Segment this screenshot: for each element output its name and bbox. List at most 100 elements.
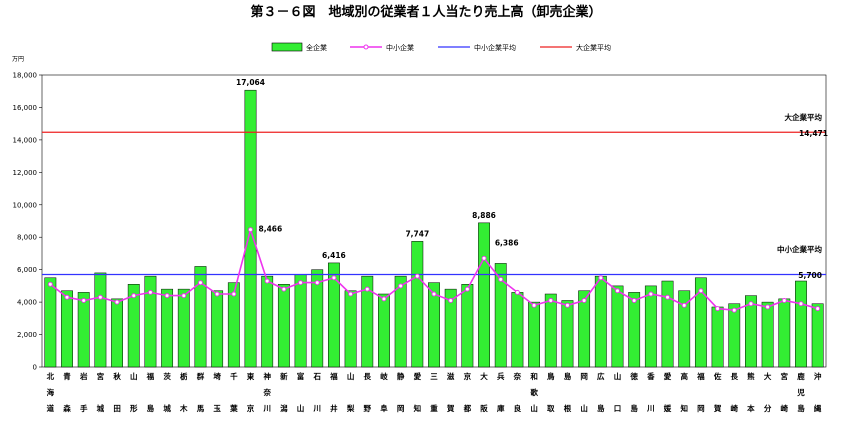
bar-45 [795, 280, 807, 368]
category-char: 高 [680, 371, 688, 381]
y-tick-label: 8,000 [17, 234, 37, 242]
category-char: 城 [97, 403, 105, 413]
category-char: 鹿 [797, 371, 805, 381]
bar-4 [111, 298, 123, 368]
category-label-9: 群馬 [196, 371, 205, 413]
category-label-45: 鹿児島 [796, 371, 805, 413]
data-label-bar-22: 7,747 [405, 229, 429, 238]
bar-3 [94, 272, 107, 368]
category-char: 富 [297, 371, 305, 381]
category-char: 福 [329, 371, 338, 381]
category-label-21: 静岡 [397, 371, 405, 413]
legend-label-sme: 中小企業 [386, 43, 414, 52]
category-char: 沖 [814, 371, 822, 381]
category-char: 馬 [197, 404, 205, 413]
sme-point-1 [64, 294, 70, 300]
category-char: 福 [696, 371, 705, 381]
category-char: 島 [147, 403, 155, 413]
category-label-13: 神奈川 [262, 371, 271, 413]
category-char: 玉 [213, 404, 221, 413]
category-char: 佐 [713, 371, 722, 381]
sme-point-44 [781, 298, 787, 303]
bar-46 [811, 303, 824, 368]
category-char: 神 [263, 371, 271, 381]
category-label-1: 青森 [63, 371, 71, 413]
category-char: 宮 [781, 371, 789, 381]
category-char: 大 [764, 371, 772, 381]
category-label-14: 新潟 [280, 371, 288, 413]
bar-35 [628, 292, 641, 368]
category-char: 滋 [447, 371, 455, 381]
sme-point-12 [248, 227, 253, 233]
sme-point-10 [214, 291, 220, 297]
category-char: 川 [646, 404, 655, 413]
legend-label-bar: 全企業 [306, 43, 327, 52]
category-char: 山 [130, 371, 138, 381]
bar-21 [394, 275, 407, 368]
category-char: 宮 [97, 371, 105, 381]
category-char: 賀 [446, 403, 455, 413]
category-char: 木 [179, 403, 188, 413]
category-label-24: 滋賀 [446, 371, 455, 413]
category-char: 島 [564, 371, 572, 381]
category-char: 和 [530, 371, 538, 381]
y-tick-label: 18,000 [13, 72, 38, 80]
y-tick-label: 10,000 [13, 201, 38, 209]
legend-swatch-bar [271, 42, 303, 52]
bar-10 [211, 290, 224, 368]
category-char: 梨 [346, 403, 355, 413]
category-char: 京 [464, 371, 472, 381]
category-char: 山 [580, 403, 588, 413]
bar-20 [378, 293, 390, 368]
bar-22 [411, 241, 424, 368]
sme-point-24 [448, 298, 454, 303]
sme-point-4 [114, 299, 120, 305]
category-char: 山 [297, 403, 305, 413]
category-label-28: 奈良 [513, 371, 522, 413]
sme-point-8 [181, 293, 187, 299]
category-label-27: 兵庫 [497, 371, 505, 413]
category-char: 森 [63, 403, 71, 413]
sme-point-20 [381, 296, 387, 302]
category-label-17: 福井 [329, 371, 338, 413]
category-label-32: 岡山 [580, 372, 588, 413]
category-char: 崎 [731, 403, 739, 413]
sme-point-46 [815, 306, 821, 312]
sme-point-9 [198, 280, 203, 286]
sme-point-41 [731, 307, 737, 313]
sme-point-5 [131, 293, 137, 299]
category-label-31: 島根 [564, 371, 572, 413]
category-label-15: 富山 [297, 371, 305, 413]
category-label-20: 岐阜 [380, 371, 388, 413]
category-char: 知 [414, 403, 422, 413]
category-label-12: 東京 [247, 371, 255, 413]
data-label-bar-26: 8,886 [472, 211, 496, 220]
sme-point-6 [147, 289, 153, 295]
bar-8 [177, 288, 190, 368]
category-char: 崎 [781, 403, 789, 413]
reference-lines [42, 131, 826, 276]
sme-point-35 [631, 298, 637, 303]
bar-26 [478, 222, 490, 368]
y-tick-label: 12,000 [13, 169, 38, 177]
bar-36 [644, 285, 657, 368]
category-label-26: 大阪 [480, 371, 488, 413]
category-char: 川 [312, 404, 321, 413]
category-label-35: 徳島 [629, 371, 638, 413]
category-char: 長 [364, 372, 372, 381]
category-label-40: 佐賀 [713, 371, 722, 413]
sme-point-22 [414, 273, 420, 279]
category-char: 島 [630, 403, 638, 413]
legend-label-sme-avg: 中小企業平均 [474, 43, 516, 52]
category-label-3: 宮城 [97, 371, 105, 413]
sme-point-39 [698, 288, 704, 294]
bar-31 [561, 300, 574, 368]
category-char: 阜 [380, 403, 388, 413]
category-char: 兵 [497, 371, 505, 381]
category-label-39: 福岡 [696, 371, 705, 413]
category-char: 手 [80, 403, 88, 413]
sme-point-36 [648, 291, 654, 297]
category-char: 葉 [229, 403, 238, 413]
sme-point-45 [798, 301, 804, 307]
sme-avg-value: 5,700 [798, 271, 822, 280]
